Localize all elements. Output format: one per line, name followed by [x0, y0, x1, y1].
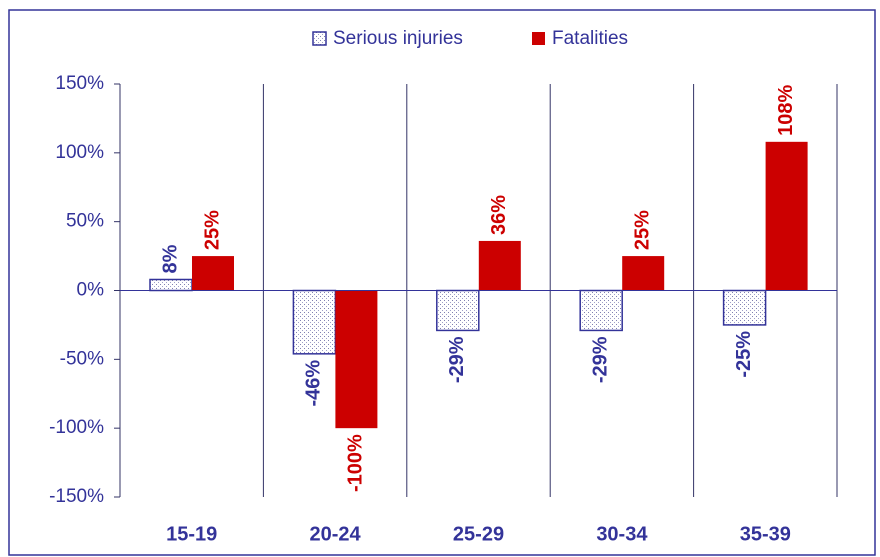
chart-border: [8, 9, 876, 556]
x-tick-label: 25-29: [453, 523, 504, 545]
value-label: -29%: [446, 336, 468, 383]
legend-label: Serious injuries: [333, 28, 463, 49]
value-label: -46%: [303, 360, 325, 407]
bar: [478, 240, 521, 291]
value-label: -25%: [733, 331, 755, 378]
value-label: 108%: [775, 84, 797, 135]
x-tick-label: 15-19: [166, 523, 217, 545]
value-label: 25%: [201, 210, 223, 250]
y-tick-label: -50%: [60, 348, 104, 369]
x-tick-label: 35-39: [740, 523, 791, 545]
y-tick-label: 0%: [77, 280, 105, 301]
bar: [722, 289, 767, 326]
value-label: 25%: [631, 210, 653, 250]
bar: [335, 290, 378, 429]
bar: [192, 256, 234, 291]
value-label: -100%: [345, 434, 367, 492]
x-tick-label: 20-24: [310, 523, 362, 545]
bar: [436, 289, 480, 332]
value-label: 8%: [159, 244, 181, 273]
bar: [765, 141, 808, 291]
y-tick-label: -100%: [49, 417, 104, 438]
y-tick-label: 150%: [55, 73, 104, 94]
bar: [622, 256, 665, 291]
y-tick-label: -150%: [49, 486, 104, 507]
legend-swatch: [312, 31, 327, 46]
y-tick-label: 50%: [66, 211, 104, 232]
bar: [149, 278, 193, 292]
legend-swatch: [532, 32, 545, 45]
legend-label: Fatalities: [552, 28, 628, 49]
value-label: -29%: [589, 336, 611, 383]
bar: [579, 289, 623, 332]
bar: [292, 289, 337, 355]
value-label: 36%: [488, 195, 510, 235]
y-tick-label: 100%: [55, 142, 104, 163]
x-tick-label: 30-34: [596, 523, 648, 545]
